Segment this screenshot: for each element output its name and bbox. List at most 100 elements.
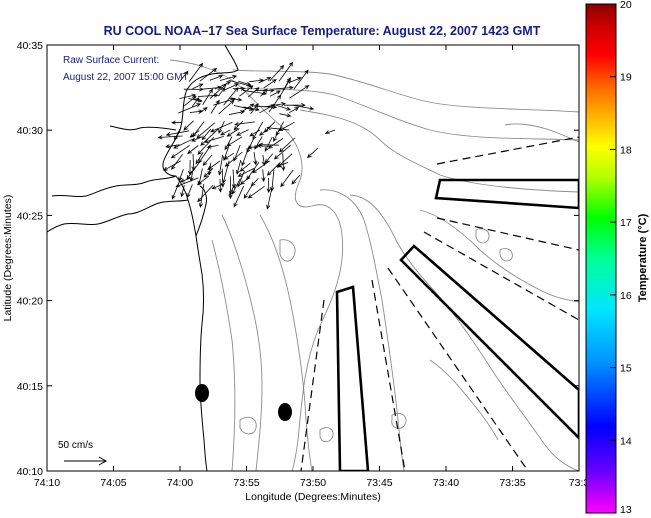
current-vector	[173, 137, 195, 149]
current-vector	[218, 99, 235, 115]
coastline-inlet	[47, 199, 189, 233]
current-vector	[226, 128, 240, 137]
current-vector	[202, 88, 213, 106]
current-vector	[229, 97, 243, 102]
current-vector	[223, 152, 235, 160]
current-vector	[165, 144, 180, 149]
current-vector	[206, 144, 219, 149]
current-vector	[247, 185, 265, 199]
current-vector	[220, 168, 225, 188]
current-vector	[165, 130, 190, 137]
transect-box-east	[434, 178, 579, 210]
current-vector	[240, 103, 255, 113]
y-axis-label: Latitude (Degrees:Minutes)	[2, 195, 14, 322]
current-vector	[207, 160, 221, 171]
current-vector	[191, 136, 203, 142]
x-axis-label: Longitude (Degrees:Minutes)	[245, 491, 380, 503]
current-vector	[266, 186, 273, 210]
current-vector	[231, 178, 241, 195]
station-marker	[278, 403, 292, 421]
current-vector	[175, 177, 199, 188]
current-vector	[197, 184, 214, 203]
current-vector	[293, 69, 309, 90]
transect-box-south	[335, 285, 370, 471]
current-vector	[199, 67, 218, 82]
x-tick-label: 73:45	[366, 477, 392, 489]
coastline-bay	[51, 175, 177, 198]
dashed-line	[436, 136, 579, 165]
dashed-line	[387, 267, 529, 471]
current-vector	[183, 95, 197, 107]
current-vector	[209, 74, 224, 81]
current-vector	[273, 103, 292, 111]
current-vector	[217, 154, 224, 176]
current-vector	[186, 162, 200, 180]
contour-line	[319, 189, 405, 471]
current-vector	[232, 86, 246, 91]
colorbar-tick-label: 15	[620, 363, 632, 375]
current-vector	[219, 74, 238, 81]
current-vector	[264, 153, 274, 164]
contour-line	[349, 194, 579, 471]
current-vector	[223, 87, 239, 106]
current-vector	[237, 168, 255, 177]
legend-line-2: August 22, 2007 15:00 GMT	[63, 72, 189, 83]
current-vector	[209, 83, 227, 99]
y-axis-ticks: 40:35 40:30 40:25 40:20 40:15 40:10	[17, 40, 579, 478]
current-vector	[243, 106, 260, 112]
current-vector	[196, 122, 215, 139]
current-vector	[201, 128, 212, 141]
current-vector	[163, 160, 181, 171]
x-axis-ticks: 74:10 74:05 74:00 73:55 73:50 73:45 73:40 73:35…	[34, 45, 589, 489]
x-tick-label: 73:40	[433, 477, 459, 489]
current-vector	[178, 169, 184, 182]
colorbar-tick-label: 20	[620, 0, 632, 11]
x-tick-label: 73:50	[300, 477, 326, 489]
current-vector	[226, 136, 243, 147]
current-vector	[288, 76, 302, 84]
contour-line	[429, 359, 499, 441]
scale-label: 50 cm/s	[58, 440, 93, 451]
current-vector	[267, 138, 284, 149]
current-vector	[180, 185, 185, 198]
contour-line	[299, 109, 579, 193]
transect-boxes	[335, 178, 579, 471]
current-vector	[279, 78, 291, 98]
current-vector	[234, 121, 255, 127]
current-vector	[171, 178, 182, 200]
current-vector	[186, 184, 193, 199]
current-vector	[210, 99, 220, 114]
station-marker	[195, 384, 209, 402]
y-tick-label: 40:30	[17, 125, 43, 137]
dashed-line	[436, 217, 579, 251]
current-vector	[179, 177, 191, 183]
colorbar-ticks: 20 19 18 17 16 15 14 13	[610, 0, 632, 516]
current-vector	[239, 85, 254, 97]
current-vector	[273, 128, 281, 142]
current-vector	[258, 77, 272, 84]
y-tick-label: 40:10	[17, 466, 43, 478]
current-vector	[196, 175, 210, 186]
colorbar-tick-label: 17	[620, 217, 632, 229]
current-vector	[198, 107, 208, 114]
current-vector	[247, 87, 260, 98]
current-vector	[264, 136, 273, 152]
x-tick-label: 74:10	[34, 477, 60, 489]
y-tick-label: 40:15	[17, 381, 43, 393]
current-vector	[258, 129, 269, 136]
current-vector	[239, 162, 251, 172]
colorbar	[585, 3, 617, 514]
current-vector	[260, 88, 268, 97]
current-vector	[272, 85, 294, 90]
current-vector	[229, 184, 235, 196]
current-vector	[278, 61, 294, 82]
surface-current-vectors	[157, 61, 336, 210]
plot-area	[47, 45, 579, 471]
current-vector	[174, 129, 181, 141]
dashed-line	[300, 299, 325, 471]
x-tick-label: 74:05	[100, 477, 126, 489]
contour-line	[221, 214, 263, 471]
contour-line	[499, 247, 513, 262]
current-vector	[223, 83, 239, 91]
current-vector	[252, 160, 270, 174]
